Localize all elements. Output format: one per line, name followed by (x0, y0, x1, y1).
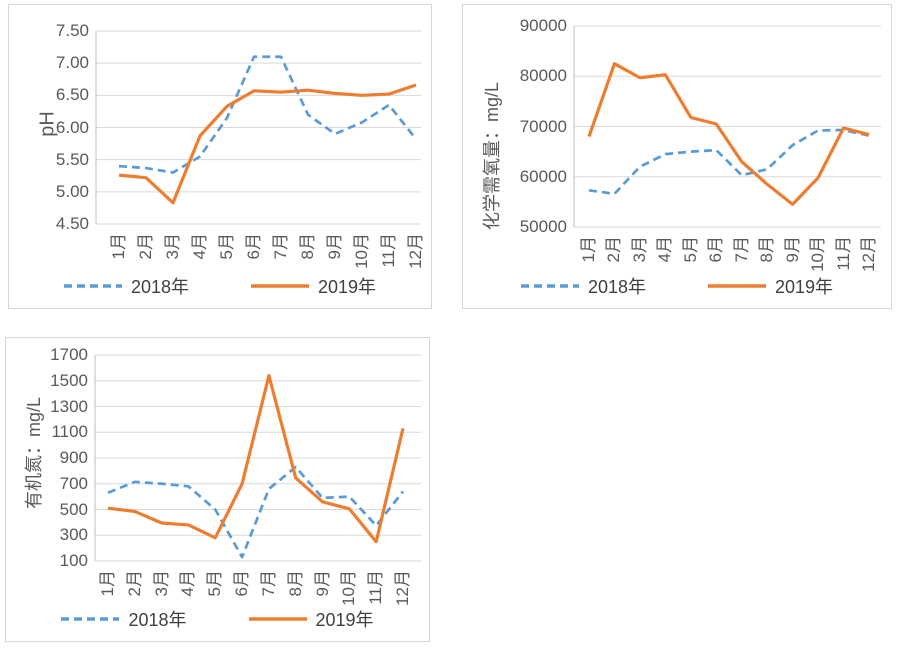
y-tick-label: 90000 (519, 16, 567, 35)
nitrogen-legend: 2018年 2019年 (6, 606, 429, 632)
y-tick-label: 80000 (519, 66, 567, 86)
x-tick-label: 3月 (163, 233, 182, 260)
x-tick-label: 9月 (312, 570, 332, 597)
legend-label-2019: 2019年 (318, 277, 377, 297)
series-2019年-line (118, 83, 417, 205)
legend-item-2018: 2018年 (61, 606, 187, 632)
x-tick-label: 5月 (680, 236, 700, 263)
x-tick-label: 6月 (706, 236, 726, 263)
series-2018年-line (588, 128, 870, 196)
x-tick-label: 7月 (271, 233, 290, 260)
dashed-line-swatch-icon (63, 284, 122, 288)
y-tick-label: 900 (59, 448, 88, 467)
y-tick-label: 500 (59, 499, 88, 519)
legend-item-2018: 2018年 (63, 273, 189, 299)
y-tick-label: 1500 (50, 370, 88, 390)
x-tick-label: 11月 (379, 233, 398, 268)
cod-chart: 化学需氧量：mg/L 2018年 2019年 90000 80000 70000 60… (462, 4, 892, 309)
y-tick-label: 1700 (50, 345, 88, 364)
x-tick-label: 6月 (232, 570, 252, 597)
legend-label-2018: 2018年 (587, 277, 646, 297)
n-plot-area (94, 354, 421, 562)
x-tick-label: 2月 (124, 570, 144, 597)
x-tick-label: 1月 (98, 570, 117, 597)
x-tick-label: 9月 (325, 233, 344, 260)
x-tick-label: 5月 (205, 570, 225, 597)
cod-plot-area (573, 25, 881, 228)
series-2019年-line (107, 373, 405, 544)
solid-line-swatch-icon (248, 617, 307, 621)
legend-label-2018: 2018年 (128, 610, 187, 630)
y-tick-label: 1300 (50, 396, 88, 416)
x-tick-label: 4月 (190, 233, 209, 260)
x-tick-label: 9月 (782, 236, 802, 263)
x-tick-label: 2月 (136, 233, 155, 260)
cod-legend: 2018年 2019年 (463, 273, 891, 299)
y-tick-label: 700 (59, 473, 88, 493)
x-tick-label: 4月 (655, 236, 675, 263)
ph-legend: 2018年 2019年 (9, 273, 431, 299)
y-tick-label: 4.50 (55, 214, 89, 233)
x-tick-label: 3月 (629, 236, 649, 263)
legend-item-2019: 2019年 (708, 273, 833, 299)
y-tick-label: 70000 (519, 116, 567, 136)
x-tick-label: 12月 (859, 236, 878, 272)
y-tick-label: 5.00 (55, 181, 89, 201)
solid-line-swatch-icon (251, 284, 309, 288)
x-tick-label: 10月 (352, 233, 371, 269)
x-tick-label: 8月 (757, 236, 777, 263)
x-tick-label: 10月 (339, 570, 359, 606)
x-tick-label: 10月 (808, 236, 828, 272)
legend-label-2018: 2018年 (130, 277, 189, 297)
organic-nitrogen-chart: 有机氮：mg/L 2018年 2019年 1700 1500 1300 1100 900… (5, 337, 430, 642)
legend-label-2019: 2019年 (775, 277, 834, 297)
x-tick-label: 1月 (579, 236, 598, 263)
ph-plot-area (95, 30, 421, 225)
x-tick-label: 12月 (393, 570, 412, 606)
y-tick-label: 5.50 (55, 149, 89, 169)
x-tick-label: 11月 (366, 570, 386, 605)
x-tick-label: 5月 (217, 233, 236, 260)
dashed-line-swatch-icon (520, 284, 579, 288)
y-tick-label: 60000 (519, 166, 567, 186)
x-tick-label: 7月 (258, 570, 278, 597)
y-tick-label: 100 (59, 551, 88, 570)
y-tick-label: 7.50 (55, 21, 89, 40)
dashed-line-swatch-icon (61, 617, 120, 621)
x-tick-label: 4月 (178, 570, 198, 597)
y-tick-label: 50000 (519, 217, 567, 236)
solid-line-swatch-icon (708, 284, 766, 288)
legend-label-2019: 2019年 (315, 610, 374, 630)
legend-item-2019: 2019年 (251, 273, 376, 299)
x-tick-label: 7月 (731, 236, 751, 263)
legend-item-2019: 2019年 (248, 606, 374, 632)
series-2019年-line (587, 62, 870, 206)
x-tick-label: 11月 (833, 236, 853, 271)
x-tick-label: 8月 (298, 233, 317, 260)
series-2018年-line (118, 55, 418, 174)
x-tick-label: 3月 (151, 570, 171, 597)
y-tick-label: 6.00 (55, 117, 89, 137)
ph-chart: pH 2018年 2019年 7.50 7.00 6.50 6.00 5.50 5.00 4… (8, 4, 432, 309)
legend-item-2018: 2018年 (520, 273, 646, 299)
x-tick-label: 6月 (244, 233, 263, 260)
x-tick-label: 2月 (604, 236, 624, 263)
x-tick-label: 12月 (406, 233, 425, 269)
series-2018年-line (107, 465, 405, 559)
x-tick-label: 8月 (285, 570, 305, 597)
y-tick-label: 7.00 (55, 53, 89, 73)
y-tick-label: 6.50 (55, 85, 89, 105)
cod-y-axis-title: 化学需氧量：mg/L (482, 81, 502, 231)
x-tick-label: 1月 (109, 233, 128, 260)
y-tick-label: 300 (59, 525, 88, 545)
y-tick-label: 1100 (51, 422, 88, 442)
